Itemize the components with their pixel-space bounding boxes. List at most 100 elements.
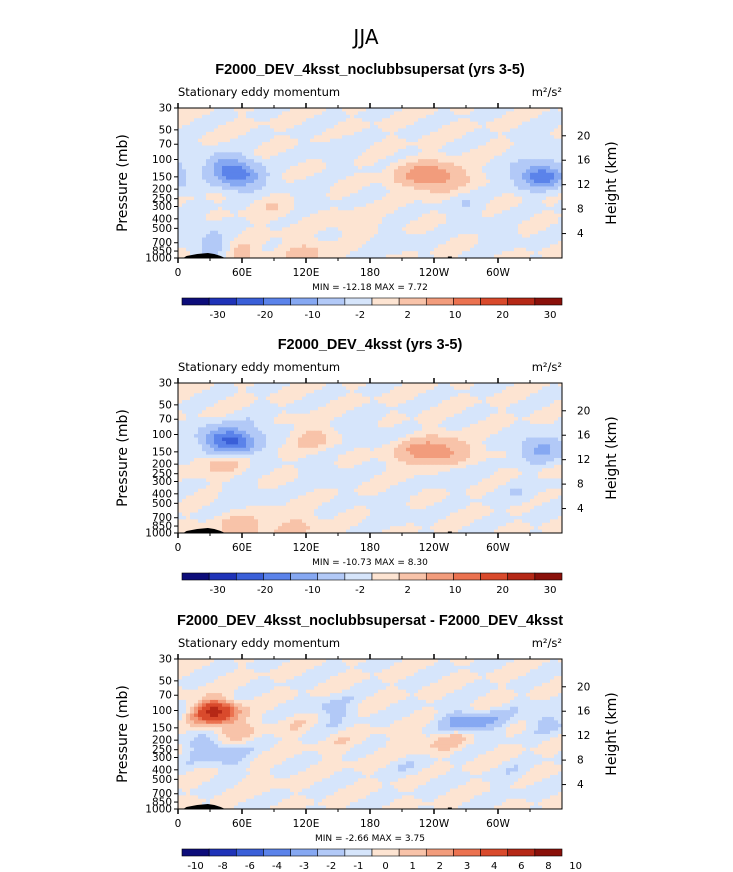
- field-cell: [282, 128, 287, 133]
- field-cell: [278, 165, 283, 170]
- field-cell: [230, 108, 235, 112]
- field-cell: [466, 220, 471, 225]
- field-cell: [398, 251, 403, 255]
- field-cell: [506, 230, 511, 235]
- field-cell: [214, 169, 219, 174]
- field-cell: [522, 220, 527, 225]
- field-cell: [302, 145, 307, 150]
- field-cell: [478, 183, 483, 187]
- field-cell: [478, 210, 483, 215]
- field-cell: [378, 393, 383, 398]
- field-cell: [242, 108, 247, 112]
- field-cell: [214, 220, 219, 225]
- field-cell: [190, 125, 195, 129]
- field-cell: [238, 165, 243, 170]
- field-cell: [418, 234, 423, 238]
- field-cell: [222, 223, 227, 228]
- field-cell: [546, 254, 551, 259]
- field-cell: [262, 162, 267, 167]
- field-cell: [426, 155, 431, 160]
- field-cell: [490, 383, 495, 387]
- field-cell: [186, 220, 191, 225]
- field-cell: [378, 227, 383, 232]
- field-cell: [366, 165, 371, 170]
- field-cell: [266, 114, 271, 119]
- field-cell: [478, 254, 483, 259]
- field-cell: [234, 142, 239, 146]
- field-cell: [178, 118, 183, 123]
- field-cell: [366, 159, 371, 163]
- field-cell: [222, 254, 227, 259]
- field-cell: [334, 383, 339, 387]
- panel-left-label: Stationary eddy momentum: [178, 85, 340, 99]
- field-cell: [374, 114, 379, 119]
- field-cell: [514, 237, 519, 242]
- field-cell: [302, 125, 307, 129]
- field-cell: [498, 121, 503, 126]
- field-cell: [450, 176, 455, 180]
- field-cell: [262, 165, 267, 170]
- field-cell: [278, 400, 283, 404]
- field-cell: [190, 155, 195, 160]
- field-cell: [482, 230, 487, 235]
- field-cell: [222, 240, 227, 245]
- field-cell: [186, 203, 191, 208]
- field-cell: [406, 142, 411, 146]
- y-tick-label: 30: [159, 103, 172, 115]
- field-cell: [402, 234, 407, 238]
- field-cell: [526, 189, 531, 194]
- field-cell: [530, 186, 535, 191]
- field-cell: [498, 383, 503, 387]
- field-cell: [198, 148, 203, 153]
- field-cell: [302, 183, 307, 187]
- field-cell: [414, 183, 419, 187]
- field-cell: [410, 240, 415, 245]
- field-cell: [534, 396, 539, 401]
- field-cell: [462, 237, 467, 242]
- field-cell: [458, 196, 463, 201]
- field-cell: [458, 165, 463, 170]
- field-cell: [390, 176, 395, 180]
- field-cell: [186, 183, 191, 187]
- field-cell: [274, 386, 279, 391]
- field-cell: [490, 159, 495, 163]
- field-cell: [546, 135, 551, 140]
- field-cell: [186, 234, 191, 238]
- field-cell: [470, 135, 475, 140]
- field-cell: [246, 172, 251, 177]
- field-cell: [554, 251, 559, 255]
- field-cell: [470, 125, 475, 129]
- field-cell: [526, 227, 531, 232]
- field-cell: [470, 111, 475, 116]
- field-cell: [386, 169, 391, 174]
- field-cell: [202, 203, 207, 208]
- field-cell: [446, 403, 451, 408]
- field-cell: [370, 172, 375, 177]
- field-cell: [522, 247, 527, 252]
- field-cell: [218, 162, 223, 167]
- field-cell: [270, 210, 275, 215]
- field-cell: [478, 203, 483, 208]
- field-cell: [318, 206, 323, 211]
- field-cell: [322, 220, 327, 225]
- field-cell: [374, 118, 379, 123]
- field-cell: [306, 396, 311, 401]
- field-cell: [178, 237, 183, 242]
- field-cell: [234, 138, 239, 143]
- field-cell: [194, 237, 199, 242]
- field-cell: [486, 183, 491, 187]
- field-cell: [310, 114, 315, 119]
- field-cell: [474, 213, 479, 218]
- field-cell: [290, 159, 295, 163]
- field-cell: [330, 125, 335, 129]
- field-cell: [298, 393, 303, 398]
- field-cell: [226, 145, 231, 150]
- field-cell: [242, 183, 247, 187]
- field-cell: [338, 234, 343, 238]
- field-cell: [342, 230, 347, 235]
- field-cell: [294, 230, 299, 235]
- field-cell: [342, 128, 347, 133]
- field-cell: [250, 176, 255, 180]
- field-cell: [178, 114, 183, 119]
- field-cell: [190, 196, 195, 201]
